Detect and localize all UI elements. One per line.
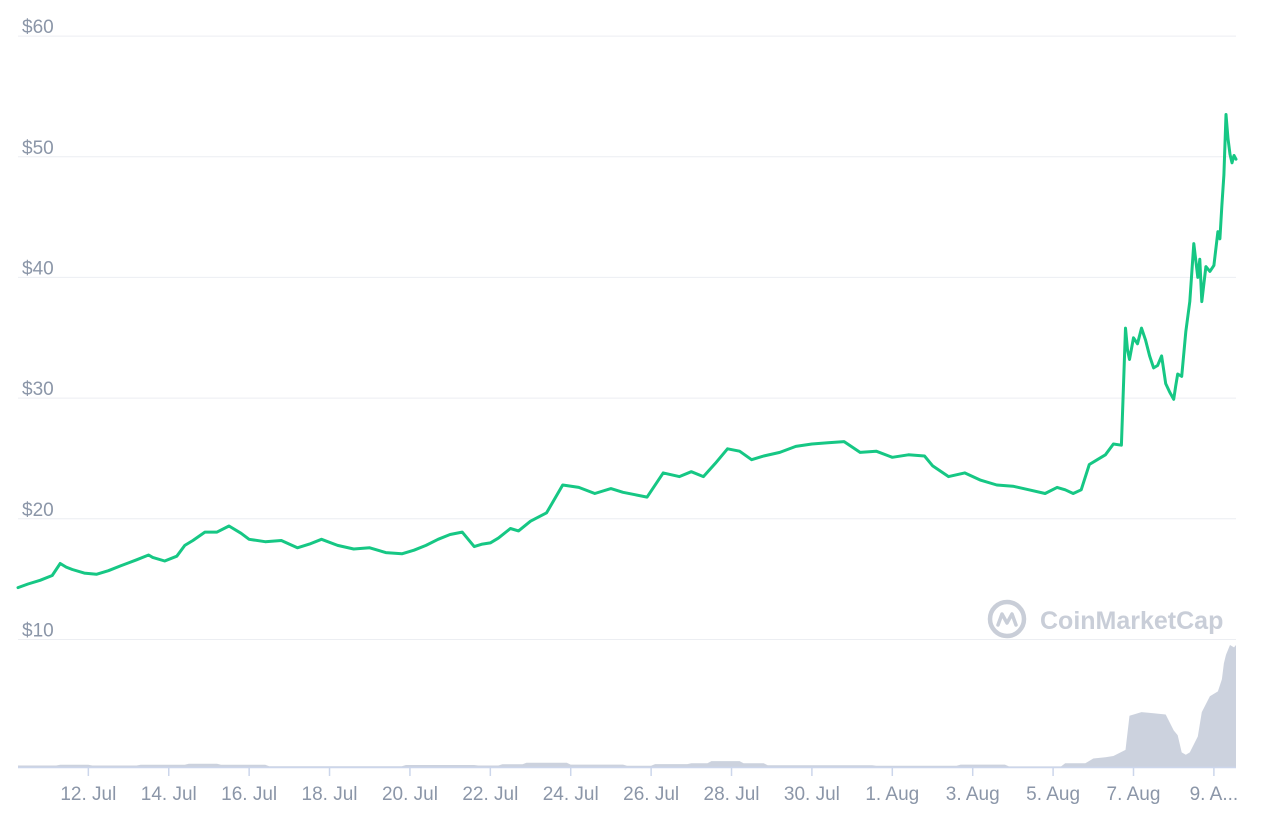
volume-series [18, 645, 1236, 767]
x-tick-label: 24. Jul [543, 784, 599, 805]
y-axis: $10 $20 $30 $40 $50 $60 [22, 17, 54, 641]
coinmarketcap-watermark: CoinMarketCap [987, 599, 1223, 639]
x-tick-label: 20. Jul [382, 784, 438, 805]
x-tick-label: 28. Jul [704, 784, 760, 805]
y-tick-label: $20 [22, 500, 54, 521]
x-tick-label: 16. Jul [221, 784, 277, 805]
price-line [16, 113, 1238, 590]
x-tick-label: 12. Jul [60, 784, 116, 805]
x-tick-label: 30. Jul [784, 784, 840, 805]
x-axis: 12. Jul 14. Jul 16. Jul 18. Jul 20. Jul 22. J… [18, 766, 1239, 805]
x-tick-label: 7. Aug [1107, 784, 1161, 805]
y-tick-label: $10 [22, 620, 54, 641]
volume-area [18, 645, 1236, 767]
x-tick-label: 5. Aug [1026, 784, 1080, 805]
x-tick-label: 9. A... [1190, 784, 1239, 805]
watermark-label: CoinMarketCap [1040, 607, 1223, 635]
x-tick-label: 22. Jul [462, 784, 518, 805]
coinmarketcap-logo-icon [987, 599, 1027, 639]
gridlines [18, 35, 1236, 640]
x-tick-label: 14. Jul [141, 784, 197, 805]
y-tick-label: $60 [22, 17, 54, 38]
x-tick-label: 18. Jul [302, 784, 358, 805]
y-tick-label: $30 [22, 379, 54, 400]
y-tick-label: $40 [22, 258, 54, 279]
x-tick-label: 26. Jul [623, 784, 679, 805]
y-tick-label: $50 [22, 138, 54, 159]
price-series [16, 113, 1238, 590]
x-tick-label: 3. Aug [946, 784, 1000, 805]
x-tick-label: 1. Aug [865, 784, 919, 805]
